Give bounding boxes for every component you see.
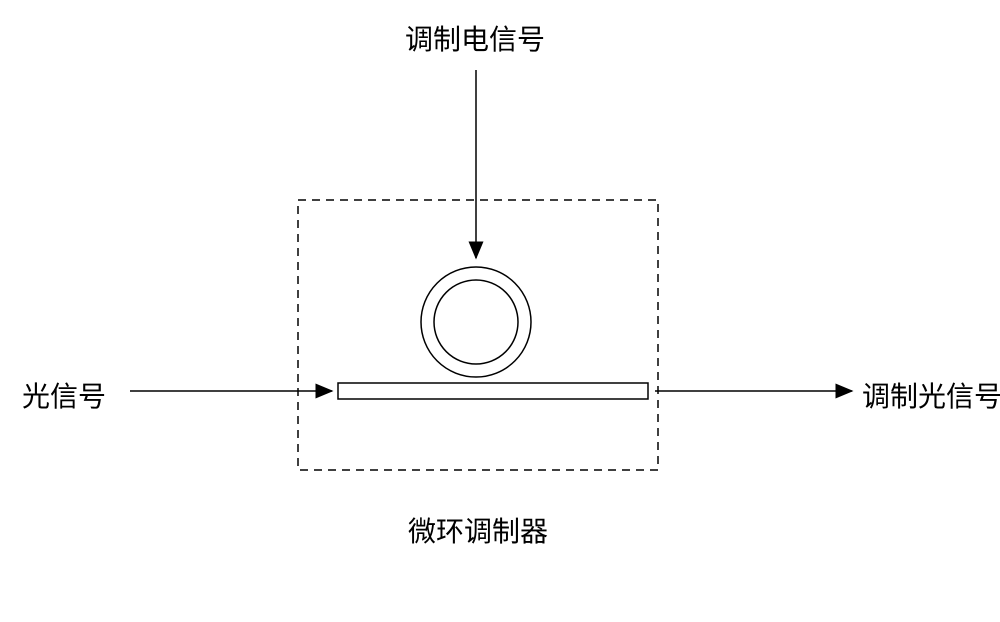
label-top-input: 调制电信号 <box>405 18 545 58</box>
waveguide <box>338 383 648 399</box>
ring-inner <box>434 280 518 364</box>
label-box: 微环调制器 <box>408 510 548 550</box>
label-right-output: 调制光信号 <box>862 375 1000 415</box>
label-left-input: 光信号 <box>22 375 106 415</box>
